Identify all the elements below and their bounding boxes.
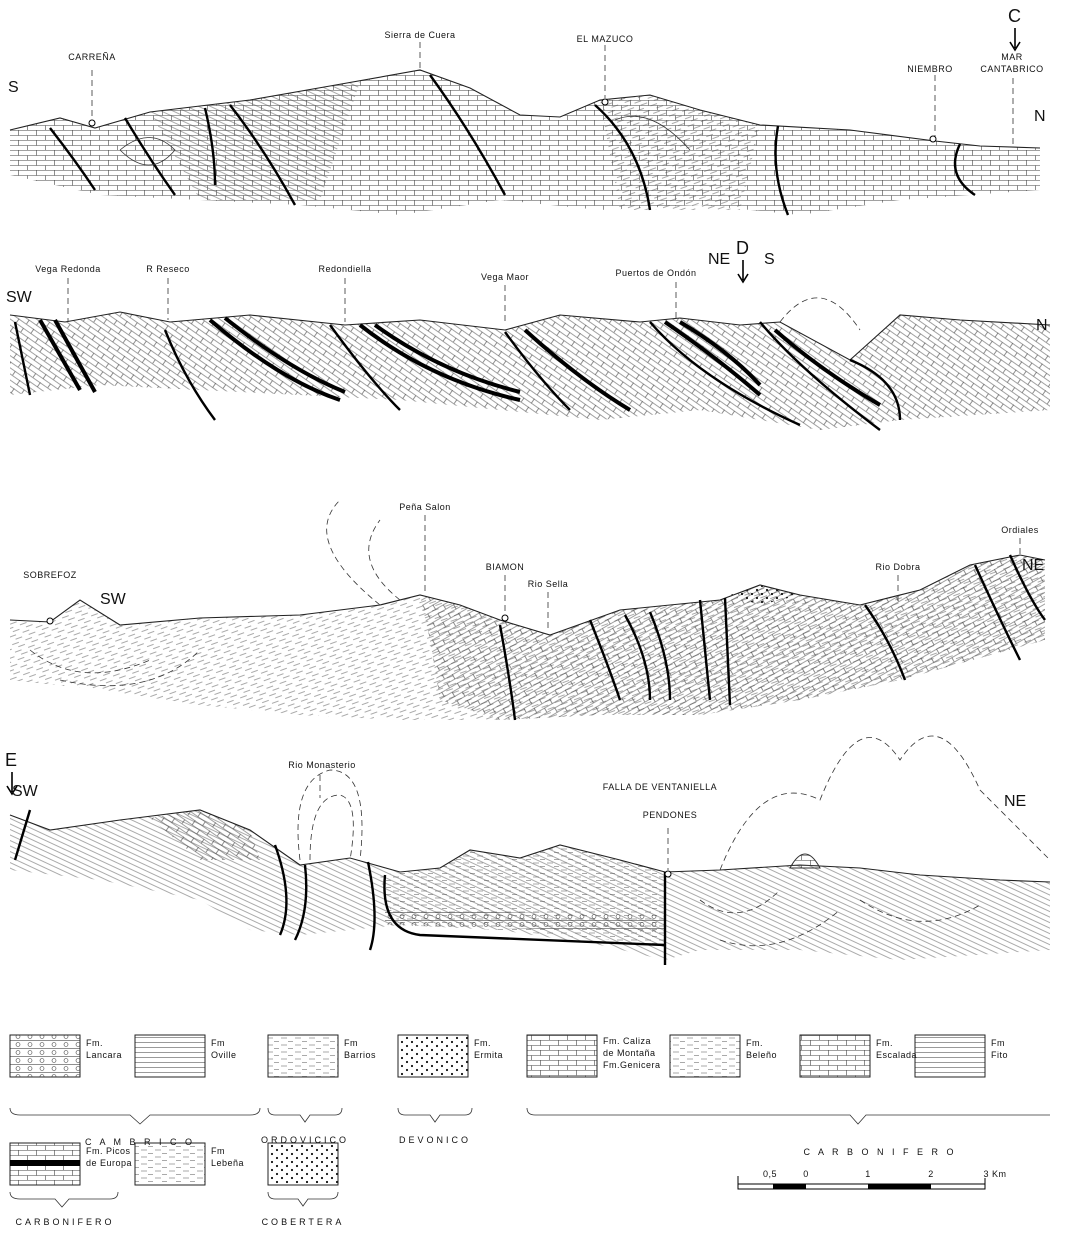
formation-label: Fm xyxy=(344,1038,358,1048)
section-d: D SW N NE S Vega Redonda R Reseco Redond… xyxy=(6,238,1050,430)
place-label: NIEMBRO xyxy=(907,64,953,74)
place-label: CARREÑA xyxy=(68,52,116,62)
formation-label: Fm xyxy=(211,1146,225,1156)
section-marker: C xyxy=(1008,6,1021,26)
formation-label: Fm. xyxy=(86,1038,103,1048)
orientation: N xyxy=(1036,317,1048,334)
section-marker: D xyxy=(736,238,749,258)
place-label: Peña Salon xyxy=(399,502,451,512)
legend-swatch xyxy=(10,1035,80,1077)
orientation: NE xyxy=(1004,793,1026,810)
legend-swatch xyxy=(10,1160,80,1166)
legend-swatch xyxy=(800,1035,870,1077)
scale-label: 0,5 xyxy=(763,1169,777,1179)
place-label: Rio Monasterio xyxy=(288,760,356,770)
place-label: Rio Sella xyxy=(528,579,569,589)
legend-swatch xyxy=(398,1035,468,1077)
orientation: SW xyxy=(100,591,127,608)
place-label: Redondiella xyxy=(318,264,371,274)
group-label: DEVONICO xyxy=(399,1135,471,1145)
orientation: S xyxy=(8,79,19,96)
group-label: C A M B R I C O xyxy=(85,1137,195,1147)
geological-sections: C S N CARREÑA Sierra de Cuera EL MAZUCO … xyxy=(0,0,1066,1231)
place-label: Vega Redonda xyxy=(35,264,101,274)
scale-label: 0 xyxy=(803,1169,809,1179)
section-c: C S N CARREÑA Sierra de Cuera EL MAZUCO … xyxy=(8,6,1046,215)
place-label: PENDONES xyxy=(643,810,698,820)
formation-label: de Europa xyxy=(86,1158,132,1168)
formation-label: Fm.Genicera xyxy=(603,1060,661,1070)
place-label: EL MAZUCO xyxy=(577,34,634,44)
scale-bar: 0,5 0 1 2 3 Km xyxy=(738,1169,1007,1189)
place-label: BIAMON xyxy=(486,562,525,572)
formation-label: Fm. Caliza xyxy=(603,1036,651,1046)
group-label: COBERTERA xyxy=(262,1217,345,1227)
formation-label: Fito xyxy=(991,1050,1008,1060)
formation-label: Fm. xyxy=(474,1038,491,1048)
formation-label: Fm. Picos xyxy=(86,1146,131,1156)
group-label: ORDOVICICO xyxy=(261,1135,349,1145)
section-3: SW NE SOBREFOZ Peña Salon BIAMON Rio Sel… xyxy=(10,500,1045,720)
formation-label: Fm. xyxy=(746,1038,763,1048)
scale-label: 3 Km xyxy=(983,1169,1006,1179)
orientation: SW xyxy=(12,783,39,800)
formation-label: Ermita xyxy=(474,1050,503,1060)
formation-label: Lancara xyxy=(86,1050,122,1060)
place-label: Vega Maor xyxy=(481,272,529,282)
place-label: CANTABRICO xyxy=(980,64,1043,74)
formation-label: Fm xyxy=(991,1038,1005,1048)
place-label: Rio Dobra xyxy=(875,562,920,572)
formation-label: Lebeña xyxy=(211,1158,244,1168)
group-label: C A R B O N I F E R O xyxy=(803,1147,956,1157)
legend-swatch xyxy=(268,1143,338,1185)
orientation: SW xyxy=(6,289,33,306)
legend-swatch xyxy=(915,1035,985,1077)
formation-label: Beleño xyxy=(746,1050,777,1060)
formation-label: Barrios xyxy=(344,1050,376,1060)
legend-swatch xyxy=(135,1143,205,1185)
legend-swatch xyxy=(268,1035,338,1077)
orientation: N xyxy=(1034,108,1046,125)
place-label: Ordiales xyxy=(1001,525,1039,535)
section-e: E SW NE FALLA DE VENTANIELLA Rio Monaste… xyxy=(5,736,1050,965)
legend-swatch xyxy=(670,1035,740,1077)
scale-label: 2 xyxy=(928,1169,934,1179)
section-marker: E xyxy=(5,750,17,770)
place-label: SOBREFOZ xyxy=(23,570,77,580)
formation-label: Oville xyxy=(211,1050,237,1060)
fault-label: FALLA DE VENTANIELLA xyxy=(603,782,717,792)
place-label: R Reseco xyxy=(146,264,190,274)
place-label: MAR xyxy=(1001,52,1023,62)
orientation: S xyxy=(764,251,775,268)
orientation: NE xyxy=(708,251,730,268)
legend-swatch xyxy=(135,1035,205,1077)
place-label: Puertos de Ondón xyxy=(615,268,696,278)
formation-label: Fm xyxy=(211,1038,225,1048)
formation-label: de Montaña xyxy=(603,1048,656,1058)
formation-label: Escalada xyxy=(876,1050,917,1060)
scale-label: 1 xyxy=(865,1169,871,1179)
legend-swatch xyxy=(527,1035,597,1077)
place-label: Sierra de Cuera xyxy=(384,30,455,40)
group-label: CARBONIFERO xyxy=(15,1217,114,1227)
orientation: NE xyxy=(1022,557,1044,574)
legend: Fm. Lancara Fm Oville Fm Barrios Fm. Ermita Fm. … xyxy=(10,1035,1050,1227)
formation-label: Fm. xyxy=(876,1038,893,1048)
